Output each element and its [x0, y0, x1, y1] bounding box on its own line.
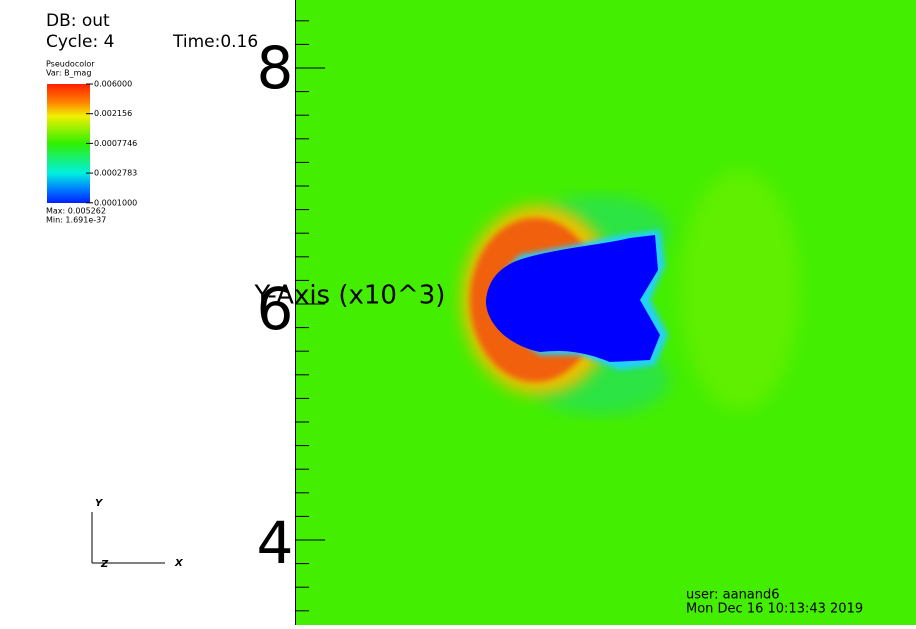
triad-y: Y — [95, 498, 104, 509]
colorbar-label: 0.0002783 — [94, 169, 137, 178]
triad-z: Z — [100, 559, 109, 570]
cycle: Cycle: 4 — [46, 32, 114, 52]
legend-var: Var: B_mag — [46, 69, 91, 78]
time: Time:0.16 — [172, 32, 258, 52]
axis-triad — [91, 512, 165, 564]
colorbar-label: 0.006000 — [94, 80, 132, 89]
colorbar — [47, 84, 90, 203]
y-axis-title: Y-Axis (x10^3) — [254, 281, 446, 311]
db-name: DB: out — [46, 11, 110, 31]
pseudocolor-field — [296, 0, 916, 625]
legend-max: Max: 0.005262 — [46, 207, 106, 216]
y-axis-ticks — [296, 20, 325, 612]
legend-title: Pseudocolor — [46, 60, 95, 69]
user-name: user: aanand6 — [686, 588, 780, 603]
colorbar-label: 0.002156 — [94, 109, 132, 118]
y-tick-label: 4 — [257, 509, 294, 577]
date: Mon Dec 16 10:13:43 2019 — [686, 602, 863, 617]
colorbar-label: 0.0001000 — [94, 198, 137, 207]
colorbar-label: 0.0007746 — [94, 139, 137, 148]
y-tick-label: 8 — [257, 34, 294, 102]
triad-x: X — [174, 558, 184, 569]
colorbar-labels: 0.006000 0.002156 0.0007746 0.0002783 0.0001… — [86, 80, 137, 207]
legend-min: Min: 1.691e-37 — [46, 216, 106, 225]
y-tick-label: 6 — [257, 275, 294, 343]
